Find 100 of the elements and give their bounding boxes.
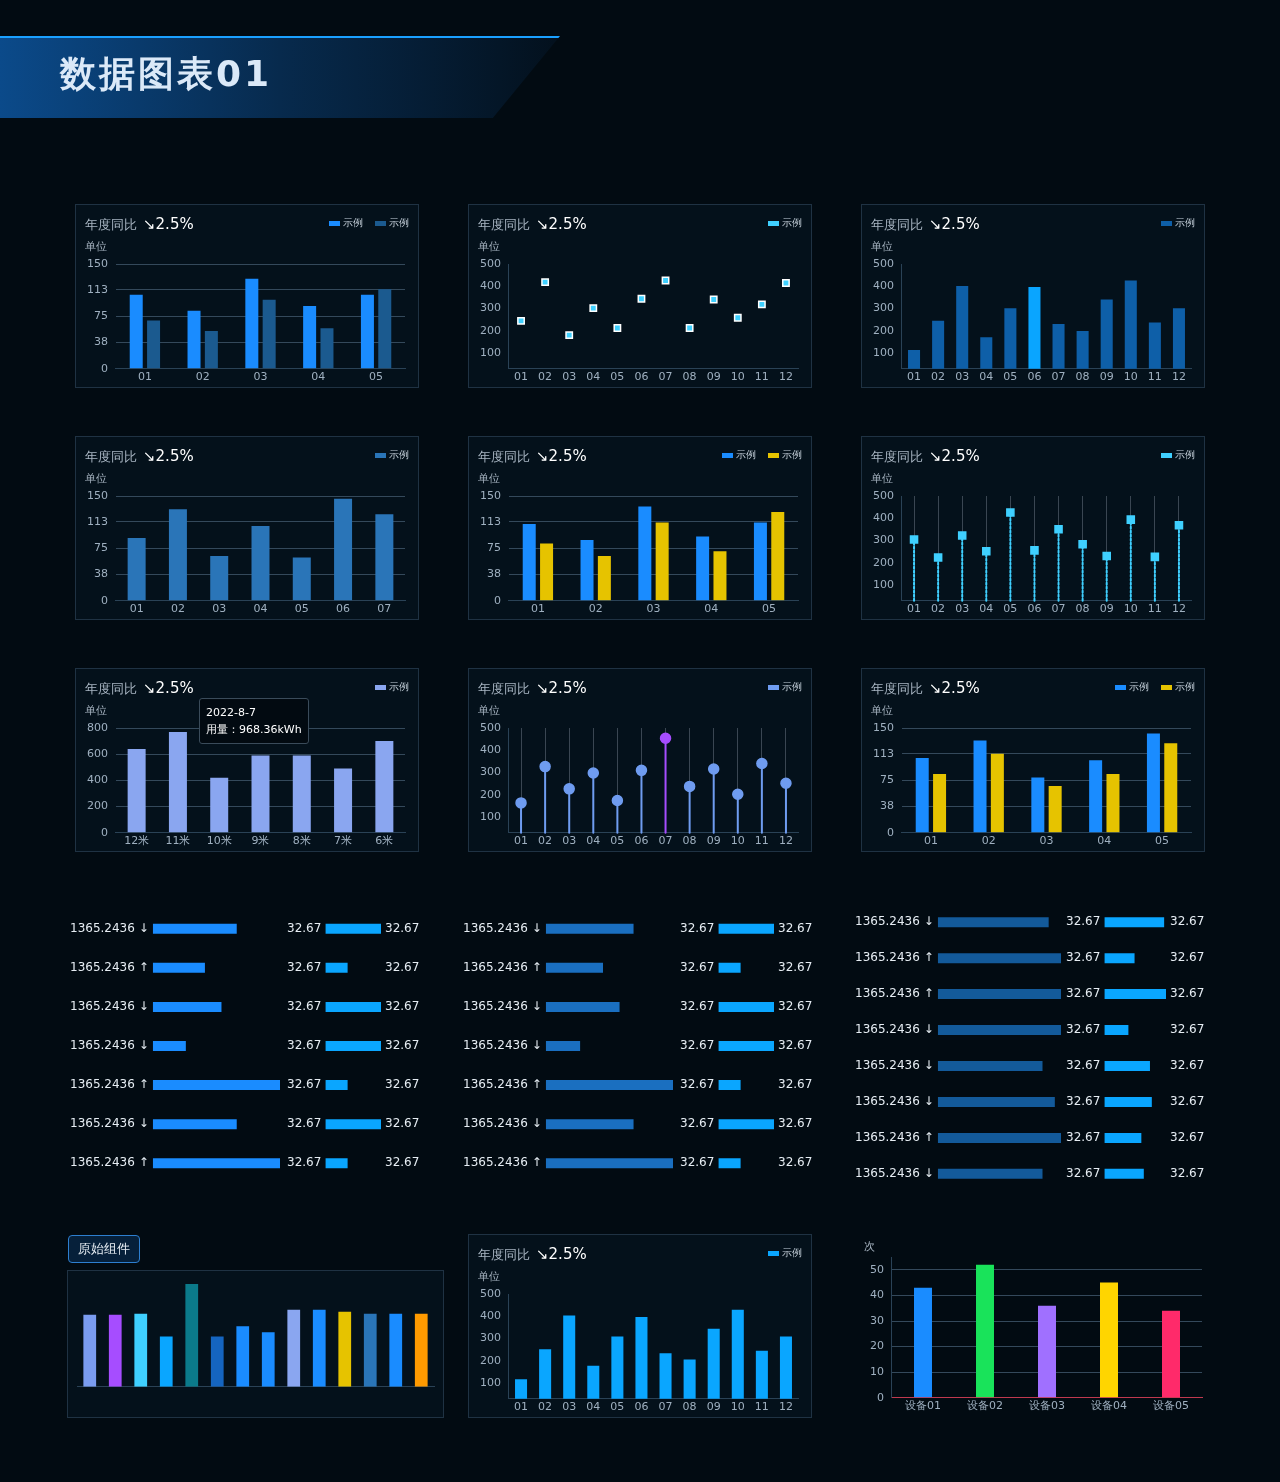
x-tick-label: 06 xyxy=(634,370,649,384)
bar xyxy=(545,962,604,973)
y-tick-label: 400 xyxy=(873,511,894,525)
x-tick-label: 06 xyxy=(634,1400,649,1414)
x-tick-label: 04 xyxy=(979,370,994,384)
y-tick-label: 32.67 xyxy=(679,1077,715,1092)
x-tick-label: 04 xyxy=(586,834,601,848)
bar xyxy=(933,774,947,833)
text: 32.67 xyxy=(1170,986,1205,1001)
x-tick-label: 06 xyxy=(634,834,649,848)
point xyxy=(563,783,575,795)
x-tick-label: 02 xyxy=(931,370,946,384)
y-tick-label: 113 xyxy=(87,514,108,528)
bar xyxy=(973,740,987,833)
bar xyxy=(375,741,394,833)
bar xyxy=(638,506,652,601)
chart-subtitle: ↘2.5% xyxy=(536,679,587,697)
bar xyxy=(1031,777,1045,833)
text: 数据图表01 xyxy=(60,52,273,96)
bar xyxy=(375,514,394,601)
text: 32.67 xyxy=(1170,914,1205,929)
y-tick-label: 32.67 xyxy=(286,959,322,974)
bar xyxy=(185,1284,199,1387)
y-tick-label: 75 xyxy=(880,773,894,787)
y-axis-title: 单位 xyxy=(85,471,107,486)
chart-subtitle: ↘2.5% xyxy=(536,215,587,233)
point xyxy=(517,316,525,325)
x-tick-label: 11 xyxy=(754,1400,769,1414)
x-tick-label: 05 xyxy=(610,834,625,848)
bar xyxy=(1104,1132,1142,1143)
legend-label: 示例 xyxy=(1174,448,1195,462)
chart-title: 年度同比 xyxy=(85,449,137,464)
text: 32.67 xyxy=(778,999,813,1014)
y-tick-label: 32.67 xyxy=(679,959,715,974)
point xyxy=(587,767,600,779)
x-tick-label: 01 xyxy=(514,1400,529,1414)
x-tick-label: 04 xyxy=(1097,834,1112,848)
y-tick-label: 1365.2436 ↑ xyxy=(70,1155,149,1170)
point xyxy=(515,797,527,809)
bar xyxy=(655,522,669,601)
bar xyxy=(937,953,1061,964)
y-tick-label: 300 xyxy=(873,301,894,315)
legend-label: 示例 xyxy=(388,448,409,462)
point xyxy=(635,764,648,777)
legend-label: 示例 xyxy=(388,680,409,694)
bar xyxy=(147,320,161,369)
bar xyxy=(152,923,237,934)
bar xyxy=(1106,774,1120,833)
y-tick-label: 1365.2436 ↑ xyxy=(463,1155,542,1170)
bar xyxy=(1164,743,1178,833)
bar xyxy=(937,1132,1061,1143)
chart-title: 年度同比 xyxy=(85,217,137,232)
y-tick-label: 75 xyxy=(94,541,108,555)
point xyxy=(1174,520,1184,530)
bar xyxy=(545,1001,620,1012)
point xyxy=(565,331,574,340)
y-tick-label: 32.67 xyxy=(679,920,715,935)
y-tick-label: 0 xyxy=(887,825,894,839)
bar xyxy=(696,536,710,601)
x-tick-label: 06 xyxy=(1027,602,1042,616)
y-tick-label: 32.67 xyxy=(286,1155,322,1170)
chart-subtitle: ↘2.5% xyxy=(143,215,194,233)
y-tick-label: 200 xyxy=(480,787,501,801)
bar xyxy=(597,556,611,601)
chart-subtitle: ↘2.5% xyxy=(929,215,980,233)
point xyxy=(707,763,720,775)
text: 32.67 xyxy=(385,1077,420,1092)
y-axis-title: 单位 xyxy=(85,703,107,718)
y-tick-label: 0 xyxy=(101,825,108,839)
x-tick-label: 01 xyxy=(137,370,152,384)
x-tick-label: 03 xyxy=(253,370,268,384)
y-tick-label: 500 xyxy=(873,256,894,270)
x-tick-label: 设备05 xyxy=(1153,1399,1189,1413)
x-tick-label: 05 xyxy=(610,370,625,384)
bar xyxy=(771,512,785,601)
point xyxy=(1078,539,1087,549)
y-tick-label: 1365.2436 ↓ xyxy=(463,999,542,1014)
bar xyxy=(937,989,1061,1000)
point xyxy=(1054,524,1063,534)
x-tick-label: 设备04 xyxy=(1091,1399,1127,1413)
bar xyxy=(378,289,392,369)
x-tick-label: 07 xyxy=(658,1400,673,1414)
text: 32.67 xyxy=(385,920,420,935)
x-tick-label: 05 xyxy=(1003,602,1018,616)
point xyxy=(782,279,790,287)
x-tick-label: 07 xyxy=(658,370,673,384)
y-tick-label: 1365.2436 ↑ xyxy=(855,950,934,965)
bar xyxy=(1048,785,1062,833)
x-tick-label: 06 xyxy=(336,602,351,616)
y-tick-label: 32.67 xyxy=(1065,1094,1101,1109)
bar xyxy=(262,299,276,369)
point xyxy=(1126,515,1136,524)
x-tick-label: 12米 xyxy=(124,834,150,848)
bar xyxy=(1162,1310,1180,1398)
y-tick-label: 1365.2436 ↑ xyxy=(855,1130,934,1144)
point xyxy=(732,788,744,800)
text: 32.67 xyxy=(778,1116,813,1131)
y-tick-label: 100 xyxy=(480,810,501,824)
y-tick-label: 75 xyxy=(487,541,501,555)
text: 32.67 xyxy=(385,1155,420,1170)
